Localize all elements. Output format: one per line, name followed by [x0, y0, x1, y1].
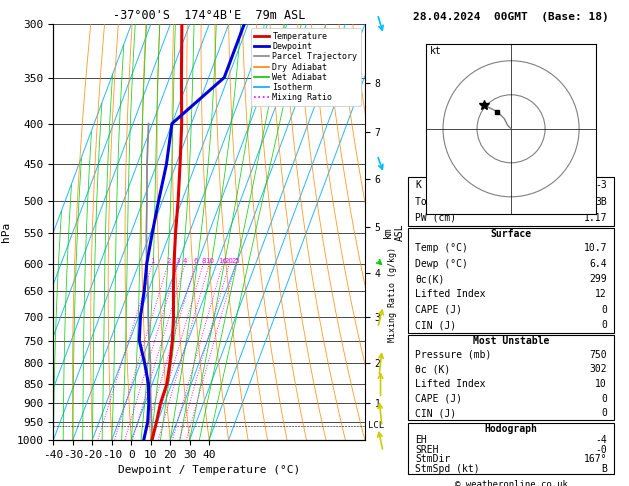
Text: 0: 0 — [601, 408, 607, 418]
Text: Temp (°C): Temp (°C) — [415, 243, 468, 253]
Text: Most Unstable: Most Unstable — [473, 336, 549, 347]
Text: 12: 12 — [595, 290, 607, 299]
Text: StmDir: StmDir — [415, 454, 450, 464]
Title: -37°00'S  174°4B'E  79m ASL: -37°00'S 174°4B'E 79m ASL — [113, 9, 305, 22]
Text: 6: 6 — [193, 258, 198, 263]
Text: CAPE (J): CAPE (J) — [415, 305, 462, 315]
Text: kt: kt — [430, 46, 441, 56]
Text: 20: 20 — [225, 258, 234, 263]
Text: 3: 3 — [175, 258, 181, 263]
Text: 0: 0 — [601, 305, 607, 315]
Text: 10.7: 10.7 — [584, 243, 607, 253]
Text: 1: 1 — [150, 258, 155, 263]
Text: 750: 750 — [589, 350, 607, 360]
Text: Dewp (°C): Dewp (°C) — [415, 259, 468, 269]
Text: Lifted Index: Lifted Index — [415, 290, 486, 299]
Text: 10: 10 — [205, 258, 214, 263]
Text: StmSpd (kt): StmSpd (kt) — [415, 464, 480, 474]
Text: B: B — [601, 464, 607, 474]
Text: SREH: SREH — [415, 445, 438, 454]
Text: 28.04.2024  00GMT  (Base: 18): 28.04.2024 00GMT (Base: 18) — [413, 12, 609, 22]
Text: θc(K): θc(K) — [415, 274, 445, 284]
Text: Pressure (mb): Pressure (mb) — [415, 350, 491, 360]
Text: -4: -4 — [595, 435, 607, 445]
Text: 2: 2 — [166, 258, 170, 263]
Text: Totals Totals: Totals Totals — [415, 197, 491, 207]
Text: K: K — [415, 180, 421, 191]
Text: 25: 25 — [231, 258, 240, 263]
Text: Mixing Ratio (g/kg): Mixing Ratio (g/kg) — [388, 247, 398, 342]
Text: CIN (J): CIN (J) — [415, 408, 456, 418]
Text: EH: EH — [415, 435, 427, 445]
Bar — [408, 423, 614, 474]
Text: -3: -3 — [595, 180, 607, 191]
Text: 0: 0 — [601, 394, 607, 403]
Text: θc (K): θc (K) — [415, 364, 450, 374]
Text: -0: -0 — [595, 445, 607, 454]
Text: © weatheronline.co.uk: © weatheronline.co.uk — [455, 480, 567, 486]
Text: LCL: LCL — [368, 421, 384, 430]
Text: 1.17: 1.17 — [584, 213, 607, 223]
Bar — [408, 335, 614, 420]
Text: 8: 8 — [201, 258, 206, 263]
Y-axis label: km
ASL: km ASL — [383, 223, 405, 241]
Text: CIN (J): CIN (J) — [415, 320, 456, 330]
X-axis label: Dewpoint / Temperature (°C): Dewpoint / Temperature (°C) — [118, 465, 300, 475]
Text: Lifted Index: Lifted Index — [415, 379, 486, 389]
Y-axis label: hPa: hPa — [1, 222, 11, 242]
Bar — [408, 228, 614, 333]
Text: 10: 10 — [595, 379, 607, 389]
Text: Hodograph: Hodograph — [484, 424, 538, 434]
Text: 3B: 3B — [595, 197, 607, 207]
Bar — [408, 177, 614, 226]
Text: 302: 302 — [589, 364, 607, 374]
Text: 0: 0 — [601, 320, 607, 330]
Text: CAPE (J): CAPE (J) — [415, 394, 462, 403]
Text: 4: 4 — [183, 258, 187, 263]
Text: 167°: 167° — [584, 454, 607, 464]
Text: 16: 16 — [218, 258, 227, 263]
Text: PW (cm): PW (cm) — [415, 213, 456, 223]
Text: 299: 299 — [589, 274, 607, 284]
Text: 6.4: 6.4 — [589, 259, 607, 269]
Legend: Temperature, Dewpoint, Parcel Trajectory, Dry Adiabat, Wet Adiabat, Isotherm, Mi: Temperature, Dewpoint, Parcel Trajectory… — [250, 29, 360, 105]
Text: Surface: Surface — [491, 229, 532, 240]
